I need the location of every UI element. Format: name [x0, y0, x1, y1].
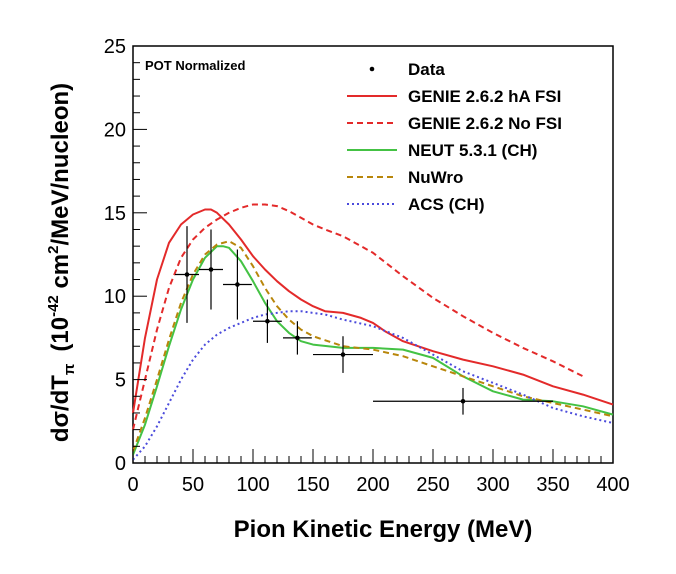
legend-label: GENIE 2.6.2 hA FSI [408, 87, 561, 106]
series-line-2 [132, 245, 614, 456]
series-line-0 [132, 208, 614, 414]
y-axis-units-suffix: /MeV/nucleon) [47, 83, 74, 246]
y-tick-label: 0 [115, 453, 126, 475]
data-point [175, 226, 199, 323]
x-tick-label: 200 [356, 474, 389, 496]
x-axis-title: Pion Kinetic Energy (MeV) [234, 516, 533, 543]
data-points [175, 226, 553, 415]
x-tick-label: 350 [536, 474, 569, 496]
legend-entry: Data [369, 60, 445, 79]
x-tick-label: 400 [596, 474, 629, 496]
y-tick-label: 25 [104, 36, 126, 58]
legend-entry: ACS (CH) [347, 195, 485, 214]
legend-entry: GENIE 2.6.2 hA FSI [347, 87, 561, 106]
series-curves [132, 203, 614, 461]
pot-normalized-annotation: POT Normalized [145, 58, 245, 73]
x-tick-label: 0 [127, 474, 138, 496]
data-point [253, 299, 282, 343]
data-point [283, 321, 312, 355]
y-tick-label: 5 [115, 370, 126, 392]
y-axis-symbol: dσ/dT [47, 375, 74, 442]
legend: Data GENIE 2.6.2 hA FSI GENIE 2.6.2 No FSI… [347, 60, 562, 214]
y-axis-subscript: π [61, 363, 78, 375]
legend-entry: NuWro [347, 168, 463, 187]
legend-label: Data [408, 60, 445, 79]
series-line-1 [132, 203, 584, 430]
x-tick-label: 50 [182, 474, 204, 496]
x-tick-label: 150 [296, 474, 329, 496]
data-point [199, 229, 223, 310]
x-tick-label: 300 [476, 474, 509, 496]
data-point [313, 336, 373, 373]
data-point [373, 387, 553, 415]
y-tick-label: 20 [104, 119, 126, 141]
y-tick-label: 15 [104, 203, 126, 225]
legend-label: NEUT 5.3.1 (CH) [408, 141, 537, 160]
y-axis-units-exponent: -42 [45, 295, 62, 317]
legend-entry: GENIE 2.6.2 No FSI [347, 114, 562, 133]
legend-label: GENIE 2.6.2 No FSI [408, 114, 562, 133]
y-axis-units-prefix: (10 [47, 317, 74, 352]
y-axis-units-mid: cm [47, 254, 74, 295]
y-tick-label: 10 [104, 286, 126, 308]
legend-marker [369, 66, 375, 72]
series-line-3 [132, 240, 614, 452]
x-tick-label: 100 [236, 474, 269, 496]
legend-entry: NEUT 5.3.1 (CH) [347, 141, 537, 160]
y-axis-units-exponent2: 2 [45, 246, 62, 254]
legend-label: NuWro [408, 168, 463, 187]
series-line-4 [132, 310, 614, 461]
y-axis-title: dσ/dTπ (10-42 cm2/MeV/nucleon) [45, 83, 78, 442]
legend-label: ACS (CH) [408, 195, 485, 214]
data-point [223, 249, 252, 320]
axis-ticks: 0 50 100 150 200 250 300 350 400 0 5 10 15 20 25 [104, 36, 630, 496]
x-tick-label: 250 [416, 474, 449, 496]
